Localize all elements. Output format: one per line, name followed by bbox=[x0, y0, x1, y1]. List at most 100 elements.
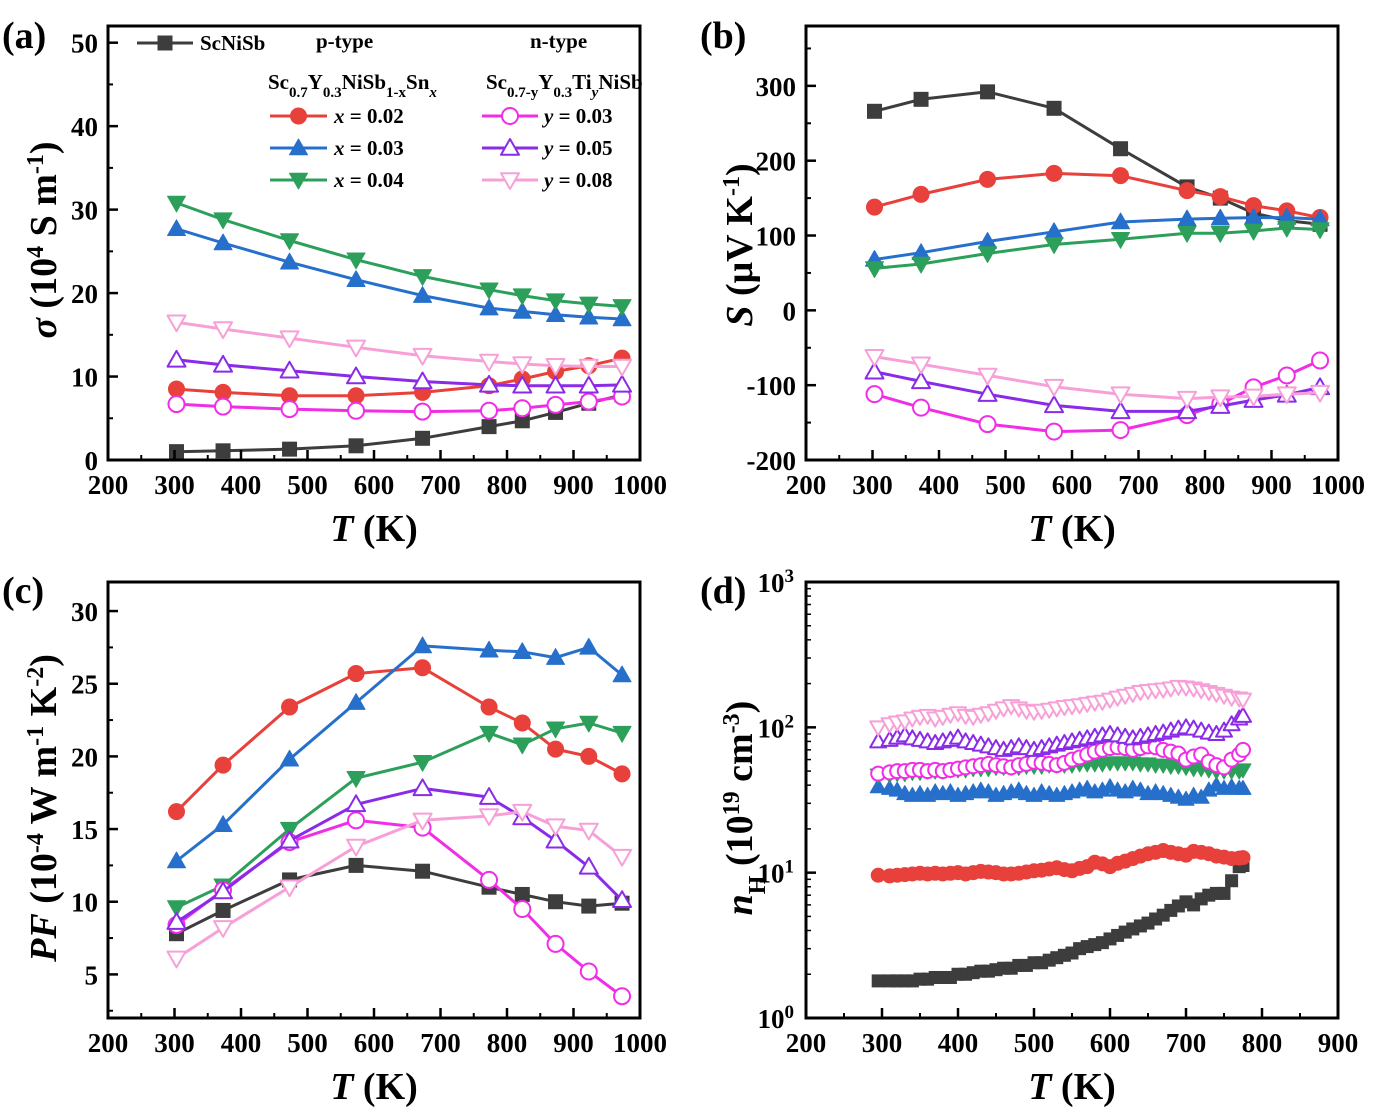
data-point-scnisb bbox=[168, 444, 184, 460]
series-line-scnisb bbox=[175, 863, 623, 936]
data-point-x003 bbox=[512, 642, 532, 660]
y-tick-label: 30 bbox=[71, 196, 98, 226]
plot-area bbox=[166, 195, 633, 460]
data-point-y003 bbox=[579, 392, 598, 411]
xlabel-b: T (K) bbox=[1028, 508, 1116, 550]
data-point-x004 bbox=[612, 725, 632, 743]
data-point-scnisb bbox=[1046, 100, 1062, 116]
data-point-x002 bbox=[1178, 182, 1196, 200]
x-tick-label: 800 bbox=[1242, 1028, 1283, 1058]
data-point-y008 bbox=[412, 812, 433, 831]
data-point-y008 bbox=[545, 357, 566, 376]
data-point-scnisb bbox=[913, 91, 929, 107]
x-tick-label: 300 bbox=[862, 1028, 903, 1058]
data-point-x002 bbox=[167, 803, 185, 821]
panel-label-d: (d) bbox=[700, 570, 746, 612]
data-point-x004 bbox=[864, 261, 884, 278]
data-point-x003 bbox=[546, 305, 566, 323]
data-point-y005 bbox=[213, 881, 234, 900]
data-point-y005 bbox=[512, 375, 533, 394]
panel-label-c: (c) bbox=[2, 570, 44, 612]
data-point-y008 bbox=[512, 803, 533, 822]
data-point-y005 bbox=[1177, 401, 1198, 420]
x-tick-label: 900 bbox=[1251, 470, 1292, 500]
data-point-y008 bbox=[213, 321, 234, 339]
x-tick-label: 1000 bbox=[613, 1028, 667, 1058]
y-tick-label: 102 bbox=[758, 711, 795, 744]
series-line-y003 bbox=[176, 395, 623, 414]
x-tick-label: 1000 bbox=[613, 470, 667, 500]
data-point-x004 bbox=[213, 212, 233, 230]
legend-symbol-y005 bbox=[482, 138, 538, 156]
series-x004 bbox=[166, 195, 632, 316]
data-point-y008 bbox=[412, 347, 433, 366]
data-point-y003 bbox=[579, 962, 598, 981]
data-point-y005 bbox=[1044, 395, 1065, 414]
legend-header-ntype: n-type bbox=[530, 29, 587, 53]
data-point-x002 bbox=[547, 740, 565, 758]
y-tick-label: 15 bbox=[71, 815, 98, 845]
data-point-x003 bbox=[413, 636, 433, 654]
series-y005 bbox=[166, 349, 633, 394]
legend-marker-y005 bbox=[500, 138, 520, 156]
data-point-y005 bbox=[1110, 401, 1131, 420]
series-line-y008 bbox=[175, 810, 623, 960]
x-tick-label: 900 bbox=[553, 470, 594, 500]
y-tick-label: 0 bbox=[85, 446, 99, 476]
y-tick-label: 5 bbox=[85, 960, 99, 990]
xlabel-a: T (K) bbox=[330, 508, 418, 550]
y-tick-label: 0 bbox=[783, 296, 797, 326]
data-point-x002 bbox=[513, 714, 531, 732]
data-point-scnisb bbox=[1113, 141, 1129, 157]
panel-label-a: (a) bbox=[2, 15, 46, 57]
data-point-y005 bbox=[911, 371, 932, 390]
data-point-scnisb bbox=[866, 103, 882, 119]
data-point-x004 bbox=[978, 246, 998, 263]
data-point-y003 bbox=[280, 400, 299, 419]
data-point-x004 bbox=[280, 821, 300, 839]
data-point-x004 bbox=[479, 725, 499, 743]
data-point-y003 bbox=[546, 395, 565, 414]
data-point-x002 bbox=[1045, 164, 1063, 182]
y-tick-label: 10 bbox=[71, 363, 98, 393]
plot-area bbox=[166, 636, 633, 1006]
data-point-x003 bbox=[1111, 212, 1131, 230]
data-point-y005 bbox=[279, 830, 300, 849]
y-tick-label: 103 bbox=[758, 566, 795, 599]
data-point-y003 bbox=[480, 870, 499, 889]
data-point-y008 bbox=[1210, 389, 1231, 408]
data-point-y005 bbox=[166, 349, 187, 368]
legend-symbol-x003 bbox=[270, 138, 327, 156]
data-point-y003 bbox=[912, 398, 931, 417]
series-line-x002 bbox=[175, 666, 623, 813]
x-tick-label: 700 bbox=[420, 1028, 461, 1058]
x-tick-label: 400 bbox=[221, 470, 262, 500]
data-point-y003 bbox=[546, 934, 565, 953]
series-y008 bbox=[166, 314, 633, 377]
data-point-y008 bbox=[279, 330, 300, 349]
data-point-x003 bbox=[213, 233, 233, 251]
data-point-y008 bbox=[869, 720, 888, 737]
data-point-y005 bbox=[1234, 706, 1252, 723]
data-point-x002 bbox=[414, 659, 432, 677]
data-point-y003 bbox=[1235, 741, 1251, 758]
x-tick-label: 900 bbox=[553, 1028, 594, 1058]
data-point-x004 bbox=[479, 282, 499, 300]
x-tick-label: 500 bbox=[287, 470, 328, 500]
data-point-y003 bbox=[1311, 351, 1330, 370]
data-point-y008 bbox=[1234, 692, 1252, 709]
panel-d-carrier-concentration: 200 300 400 500 600 700 800 900 100 101 102 103 bbox=[758, 566, 1359, 1059]
data-point-x004 bbox=[546, 721, 566, 739]
data-point-scnisb bbox=[415, 863, 431, 879]
data-point-y008 bbox=[578, 822, 599, 841]
legend-label-x004: x = 0.04 bbox=[333, 168, 404, 192]
legend-marker-x002 bbox=[290, 107, 307, 125]
data-point-y005 bbox=[578, 375, 599, 394]
data-point-scnisb bbox=[282, 441, 298, 457]
data-point-x004 bbox=[1234, 763, 1252, 779]
data-point-y008 bbox=[1310, 384, 1331, 403]
x-tick-label: 500 bbox=[287, 1028, 328, 1058]
data-point-x003 bbox=[479, 640, 499, 658]
data-point-y003 bbox=[480, 401, 499, 420]
ylabel-a: σ (104 S m-1) bbox=[23, 141, 65, 338]
